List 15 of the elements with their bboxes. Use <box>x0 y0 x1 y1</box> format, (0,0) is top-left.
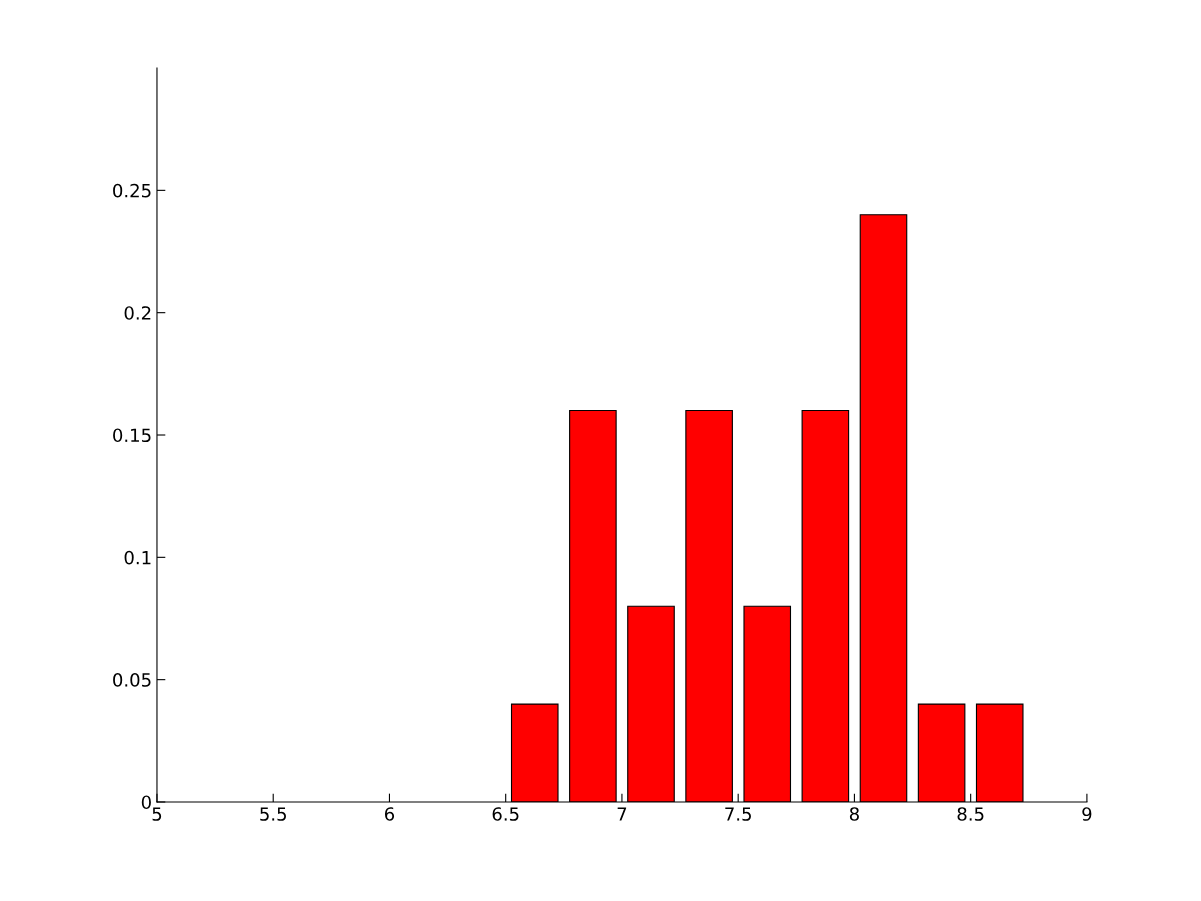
x-tick-label: 6.5 <box>492 807 519 821</box>
y-tick-label: 0.05 <box>113 673 151 687</box>
y-tick-label: 0.2 <box>124 306 151 320</box>
x-tick-label: 9 <box>1082 807 1092 821</box>
x-tick-label: 5.5 <box>260 807 286 821</box>
x-tick-label: 7 <box>617 807 627 821</box>
y-tick-label: 0.1 <box>124 550 151 565</box>
y-tick-label: 0.15 <box>113 428 151 443</box>
x-tick-label: 8.5 <box>957 807 984 821</box>
y-tick-label: 0.25 <box>113 183 151 198</box>
y-tick-label: 0 <box>141 795 151 810</box>
x-tick-label: 5 <box>152 807 162 821</box>
x-tick-label: 6 <box>384 807 395 821</box>
x-tick-label: 8 <box>849 807 859 821</box>
x-tick-label: 7.5 <box>725 807 751 821</box>
